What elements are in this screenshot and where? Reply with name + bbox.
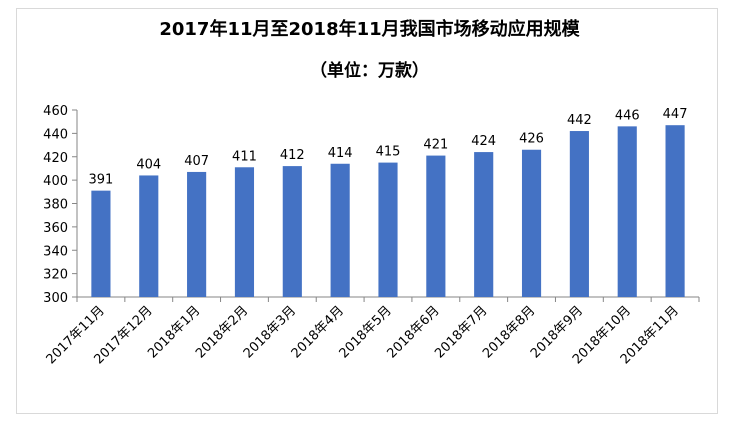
bar [378, 162, 398, 297]
data-label: 414 [328, 146, 353, 161]
data-label: 421 [423, 138, 448, 153]
data-label: 407 [184, 154, 209, 169]
bar [234, 167, 255, 297]
y-tick-label: 440 [43, 127, 68, 142]
data-label: 411 [232, 149, 257, 164]
bar [665, 125, 685, 297]
bar [474, 152, 494, 297]
bar [617, 126, 637, 297]
data-label: 446 [615, 108, 640, 123]
data-label: 426 [519, 132, 544, 147]
chart-frame [16, 8, 718, 414]
bar [187, 171, 207, 297]
data-label: 415 [376, 145, 401, 160]
y-tick-label: 360 [43, 221, 68, 236]
data-label: 442 [567, 113, 592, 128]
y-tick-label: 460 [43, 104, 68, 119]
data-label: 447 [663, 107, 688, 122]
data-label: 404 [136, 157, 161, 172]
data-label: 424 [471, 134, 496, 149]
y-tick-label: 340 [43, 244, 68, 259]
bar [282, 166, 302, 297]
bar [569, 131, 589, 297]
y-tick-label: 320 [43, 268, 68, 283]
y-tick-label: 420 [43, 151, 68, 166]
chart-title: 2017年11月至2018年11月我国市场移动应用规模 [159, 19, 580, 40]
data-label: 391 [89, 173, 114, 188]
bar [91, 190, 111, 297]
y-tick-label: 400 [43, 174, 68, 189]
data-label: 412 [280, 148, 305, 163]
y-tick-label: 380 [43, 198, 68, 213]
bar [521, 149, 542, 297]
bar [139, 175, 159, 297]
y-tick-label: 300 [43, 291, 68, 306]
bar [426, 155, 446, 297]
chart-subtitle: （单位：万款） [310, 61, 429, 81]
bar [330, 163, 350, 297]
